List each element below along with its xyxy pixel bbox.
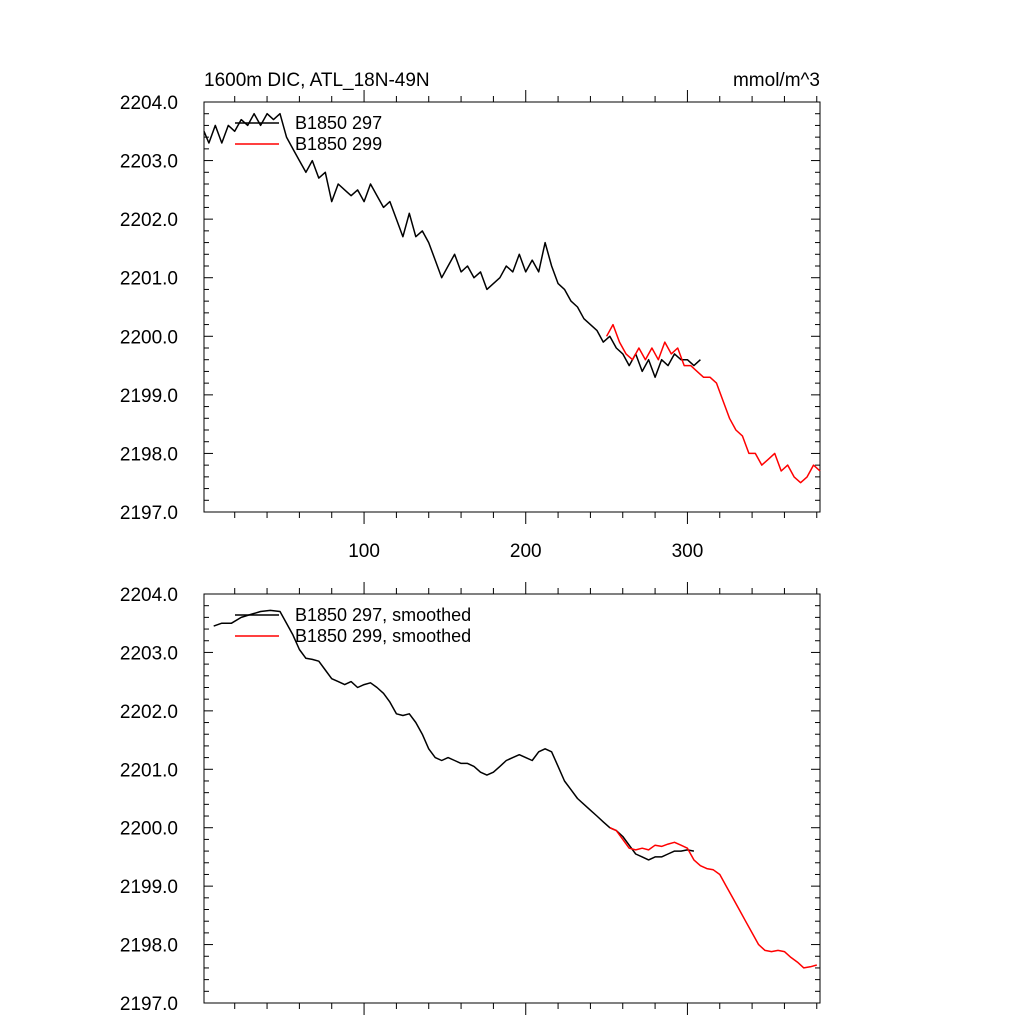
x-tick-label: 100 [348,541,380,562]
series-line-b1850-299 [605,323,821,484]
y-tick-label: 2199.0 [120,386,178,407]
y-tick-label: 2201.0 [120,760,178,781]
legend-label: B1850 297 [295,113,382,133]
bottom-panel: 2197.0 2198.0 2199.0 2200.0 2201.0 2202.0 2203… [120,582,821,1015]
y-tick-label: 2199.0 [120,877,178,898]
x-tick-label: 300 [672,541,704,562]
plot-frame [203,593,821,1004]
series-line-b1850-297-smoothed [213,609,695,861]
legend-label: B1850 299, smoothed [295,626,471,646]
y-tick-label: 2203.0 [120,152,178,173]
x-tick-label: 200 [510,541,542,562]
series-line-b1850-299-smoothed [609,827,818,969]
y-tick-label: 2204.0 [120,93,178,114]
y-tick-label: 2200.0 [120,327,178,348]
y-tick-label: 2198.0 [120,936,178,957]
chart-title: 1600m DIC, ATL_18N-49N [204,70,430,91]
plot-frame [203,101,821,513]
legend-label: B1850 297, smoothed [295,605,471,625]
y-tick-label: 2200.0 [120,819,178,840]
y-tick-label: 2198.0 [120,444,178,465]
y-tick-label: 2201.0 [120,269,178,290]
y-tick-label: 2197.0 [120,503,178,524]
units-label: mmol/m^3 [733,70,820,91]
legend-label: B1850 299 [295,134,382,154]
y-tick-label: 2197.0 [120,994,178,1015]
y-tick-label: 2202.0 [120,702,178,723]
y-tick-label: 2203.0 [120,643,178,664]
y-tick-label: 2204.0 [120,585,178,606]
top-panel: 2197.0 2198.0 2199.0 2200.0 2201.0 2202.0 2203… [120,70,821,562]
y-tick-label: 2202.0 [120,210,178,231]
series-line-b1850-297 [203,112,701,379]
